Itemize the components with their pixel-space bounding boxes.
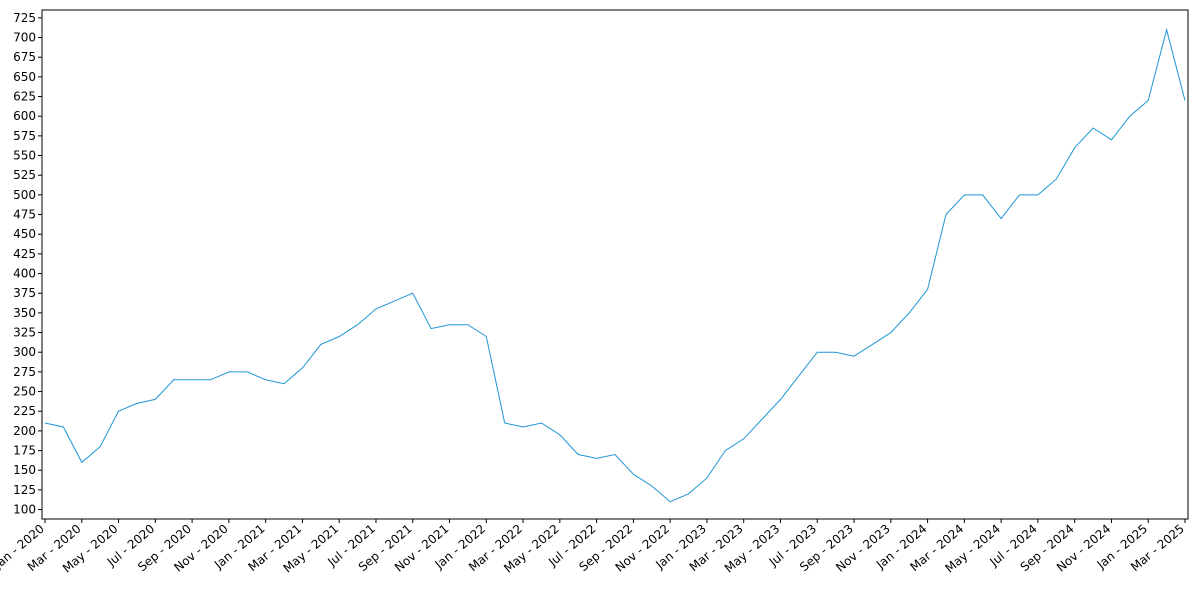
- y-tick-label: 700: [13, 31, 36, 45]
- y-tick-label: 575: [13, 129, 36, 143]
- y-tick-label: 375: [13, 286, 36, 300]
- y-tick-label: 200: [13, 424, 36, 438]
- y-tick-label: 125: [13, 483, 36, 497]
- y-tick-label: 225: [13, 404, 36, 418]
- y-tick-label: 650: [13, 70, 36, 84]
- y-tick-label: 425: [13, 247, 36, 261]
- y-tick-label: 625: [13, 90, 36, 104]
- y-tick-label: 350: [13, 306, 36, 320]
- y-tick-label: 550: [13, 149, 36, 163]
- plot-frame: [41, 9, 1189, 520]
- y-tick-label: 325: [13, 326, 36, 340]
- y-tick-label: 600: [13, 109, 36, 123]
- y-tick-label: 675: [13, 50, 36, 64]
- y-tick-label: 525: [13, 168, 36, 182]
- y-tick-label: 475: [13, 208, 36, 222]
- y-tick-label: 250: [13, 385, 36, 399]
- y-tick-label: 500: [13, 188, 36, 202]
- y-tick-label: 175: [13, 444, 36, 458]
- y-tick-label: 725: [13, 11, 36, 25]
- y-tick-label: 300: [13, 345, 36, 359]
- y-tick-label: 450: [13, 227, 36, 241]
- y-tick-label: 100: [13, 503, 36, 517]
- y-tick-label: 150: [13, 463, 36, 477]
- y-tick-label: 400: [13, 267, 36, 281]
- line: [44, 27, 1186, 503]
- y-tick-label: 275: [13, 365, 36, 379]
